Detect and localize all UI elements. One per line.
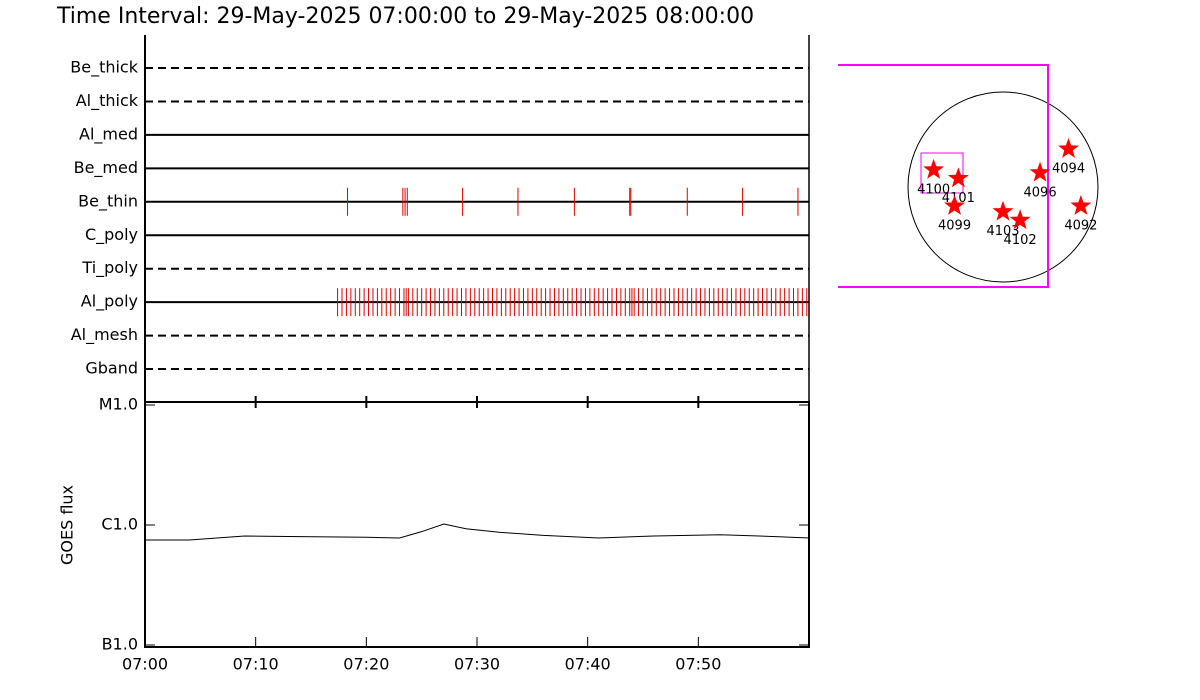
region-star (944, 195, 965, 215)
y-tick-label: C1.0 (101, 515, 138, 534)
x-tick-label: 07:20 (343, 655, 389, 674)
y-axis-label: GOES flux (58, 485, 77, 565)
region-star (1070, 195, 1092, 215)
region-star (1058, 138, 1079, 158)
region-label: 4102 (1004, 233, 1037, 248)
region-star (1009, 209, 1031, 230)
solar-disk (907, 91, 1099, 283)
x-tick-label: 07:50 (675, 655, 721, 674)
filter-label: Al_thick (76, 91, 139, 111)
region-star (1029, 161, 1051, 182)
filter-label: C_poly (85, 225, 138, 245)
filter-label: Be_med (74, 158, 138, 178)
fov-box (838, 64, 1049, 288)
filter-label: Be_thin (78, 191, 138, 211)
fov-box-small (920, 152, 964, 194)
region-label: 4096 (1024, 185, 1057, 200)
x-tick-label: 07:10 (233, 655, 279, 674)
filter-label: Al_poly (81, 292, 138, 312)
filter-label: Gband (85, 359, 138, 378)
region-star (992, 200, 1014, 221)
region-label: 4100 (917, 182, 950, 197)
region-label: 4094 (1052, 162, 1085, 177)
y-tick-label: M1.0 (99, 395, 138, 414)
filter-label: Al_med (79, 124, 138, 144)
filter-label: Ti_poly (81, 258, 138, 278)
region-label: 4092 (1064, 219, 1097, 234)
y-tick-label: B1.0 (102, 635, 138, 654)
filter-label: Be_thick (70, 58, 138, 78)
region-star (923, 158, 945, 179)
title: Time Interval: 29-May-2025 07:00:00 to 2… (56, 4, 754, 29)
x-tick-label: 07:30 (454, 655, 500, 674)
region-label: 4101 (942, 191, 975, 206)
region-label: 4099 (938, 219, 971, 234)
x-tick-label: 07:40 (565, 655, 611, 674)
region-label: 4103 (986, 224, 1019, 239)
region-star (947, 167, 969, 188)
x-tick-label: 07:00 (122, 655, 168, 674)
goes-curve (145, 523, 810, 541)
filter-label: Al_mesh (71, 325, 138, 345)
